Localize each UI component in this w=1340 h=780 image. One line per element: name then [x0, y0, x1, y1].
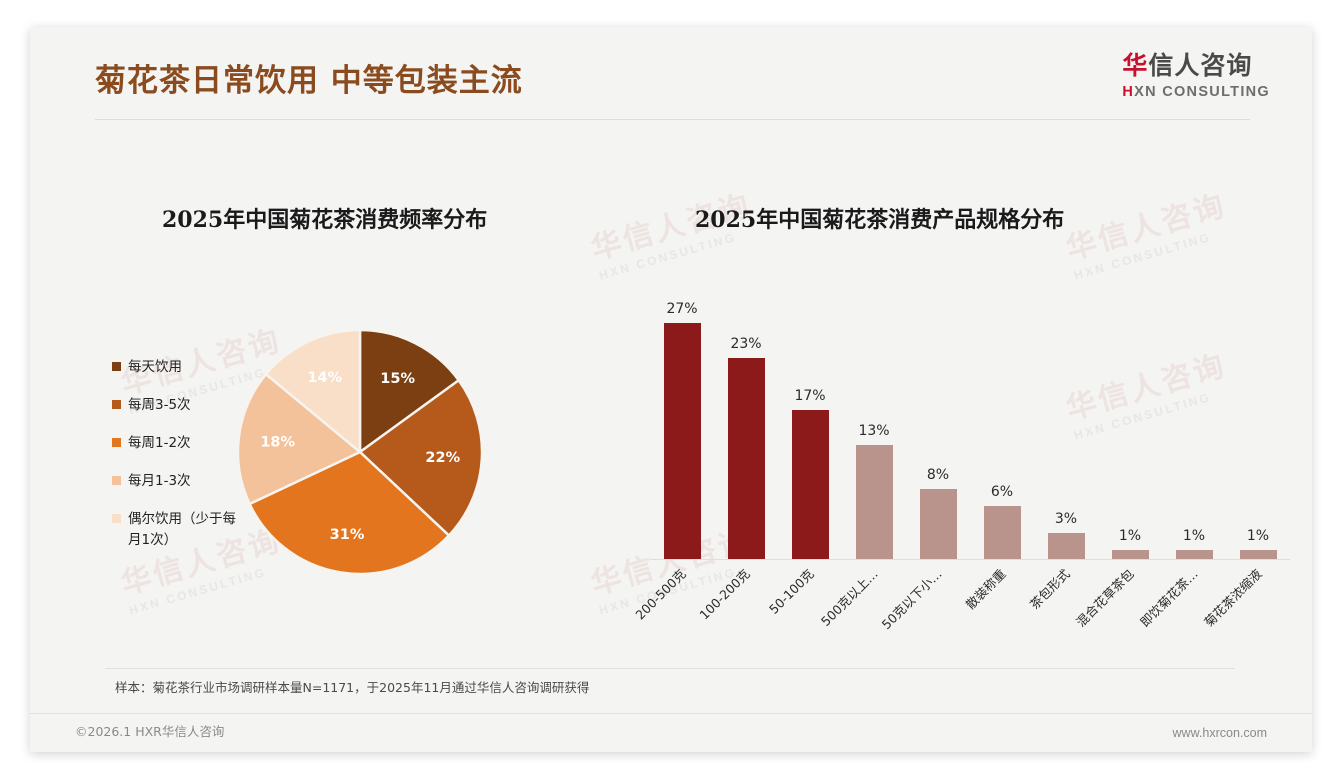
bar-value-label: 1% — [1246, 528, 1270, 545]
bar-item[interactable]: 13% — [842, 269, 906, 559]
pie-slice[interactable] — [236, 372, 363, 506]
pie-legend-label: 每周1-2次 — [128, 434, 191, 451]
pie-legend-label: 每周3-5次 — [128, 396, 191, 413]
legend-swatch-icon — [112, 399, 121, 409]
bar-rect[interactable] — [663, 322, 701, 559]
pie-slice-label: 14% — [307, 370, 342, 386]
bar-value-label: 1% — [1118, 528, 1142, 545]
bar-value-label: 27% — [666, 300, 698, 317]
bar-rect[interactable] — [1111, 550, 1149, 559]
slide-canvas: 华信人咨询 HXN CONSULTING 华信人咨询 HXN CONSULTIN… — [30, 27, 1312, 752]
footer-website[interactable]: www.hxrcon.com — [1172, 726, 1267, 740]
pie-chart: 15% 22% 31% 18% 14% — [235, 327, 485, 577]
logo-english: HXN CONSULTING — [1122, 84, 1270, 100]
bar-value-label: 3% — [1054, 510, 1078, 527]
x-axis-label: 散装称重 — [962, 566, 1009, 613]
x-axis-label: 混合花草茶包 — [1073, 566, 1137, 630]
footnote-divider — [105, 668, 1235, 669]
x-axis-label: 菊花茶浓缩液 — [1201, 566, 1265, 630]
bar-item[interactable]: 1% — [1226, 269, 1290, 559]
company-logo: 华信人咨询 HXN CONSULTING — [1122, 51, 1270, 100]
bar-value-label: 13% — [858, 423, 890, 440]
legend-swatch-icon — [112, 362, 121, 371]
x-axis-label: 50-100克 — [765, 566, 817, 617]
pie-legend-item[interactable]: 偶尔饮用（少于每月1次） — [112, 509, 247, 551]
logo-chinese: 华信人咨询 — [1122, 51, 1270, 81]
bar-chart-panel: 2025年中国菊花茶消费产品规格分布 27% 23% 17% 13% 8% 6% 3% 1% 1… — [632, 192, 1290, 652]
footer-divider — [30, 713, 1312, 714]
pie-slice[interactable] — [358, 328, 461, 455]
bar-baseline-axis — [650, 559, 1290, 560]
bar-value-label: 17% — [794, 388, 826, 405]
pie-legend: 每天饮用每周3-5次 每周1-2次 每月1-3次偶尔饮用（少于每月1次） — [112, 357, 247, 568]
logo-english-mark: H — [1122, 83, 1135, 100]
bar-item[interactable]: 1% — [1162, 269, 1226, 559]
bar-item[interactable]: 27% — [650, 269, 714, 559]
pie-slice[interactable] — [358, 378, 484, 538]
x-axis-label: 即饮菊花茶… — [1137, 566, 1201, 630]
bar-value-label: 8% — [926, 466, 950, 483]
bar-rect[interactable] — [919, 488, 957, 559]
bar-item[interactable]: 8% — [906, 269, 970, 559]
footnote: 样本：菊花茶行业市场调研样本量N=1171，于2025年11月通过华信人咨询调研… — [115, 680, 590, 695]
bar-rect[interactable] — [983, 506, 1021, 559]
bar-chart-title: 2025年中国菊花茶消费产品规格分布 — [695, 207, 1065, 233]
bar-rect[interactable] — [1175, 550, 1213, 559]
pie-legend-label: 每月1-3次 — [128, 472, 191, 489]
bar-item[interactable]: 1% — [1098, 269, 1162, 559]
bar-rect[interactable] — [855, 445, 893, 559]
pie-legend-item[interactable]: 每周3-5次 — [112, 395, 247, 416]
x-axis-label: 茶包形式 — [1026, 566, 1073, 613]
page-title: 菊花茶日常饮用 中等包装主流 — [95, 63, 523, 99]
logo-chinese-red: 华 — [1122, 51, 1149, 80]
bar-item[interactable]: 17% — [778, 269, 842, 559]
x-axis-label: 50克以下小… — [878, 566, 945, 633]
bar-item[interactable]: 23% — [714, 269, 778, 559]
pie-chart-panel: 2025年中国菊花茶消费频率分布 每天饮用每周3-5次 每周1-2次 每月1-3次偶… — [90, 192, 650, 612]
bar-value-label: 1% — [1182, 528, 1206, 545]
pie-chart-title: 2025年中国菊花茶消费频率分布 — [162, 207, 488, 233]
bar-rect[interactable] — [1239, 550, 1277, 559]
bar-series: 27% 23% 17% 13% 8% 6% 3% 1% 1% 1% — [650, 269, 1290, 559]
legend-swatch-icon — [112, 437, 121, 447]
bar-plot-area: 27% 23% 17% 13% 8% 6% 3% 1% 1% 1% — [650, 260, 1290, 560]
bar-x-axis: 200-500克 100-200克 50-100克 500克以上… 50克以下小… 散装称… — [632, 564, 1290, 674]
header-divider — [95, 119, 1250, 120]
bar-value-label: 6% — [990, 484, 1014, 501]
x-axis-label: 100-200克 — [696, 566, 753, 623]
bar-value-label: 23% — [730, 335, 762, 352]
pie-slice-label: 22% — [425, 450, 460, 466]
footer-copyright: ©2026.1 HXR华信人咨询 — [75, 724, 225, 739]
pie-slice[interactable] — [247, 450, 451, 576]
legend-swatch-icon — [112, 513, 121, 523]
x-axis-label: 500克以上… — [817, 566, 881, 629]
bar-rect[interactable] — [1047, 532, 1085, 559]
pie-chart-svg: 15% 22% 31% 18% 14% — [236, 328, 484, 576]
pie-legend-item[interactable]: 每天饮用 — [112, 357, 247, 378]
logo-english-rest: XN CONSULTING — [1134, 83, 1270, 100]
pie-legend-item[interactable]: 每月1-3次 — [112, 471, 247, 492]
bar-item[interactable]: 6% — [970, 269, 1034, 559]
bar-rect[interactable] — [727, 357, 765, 559]
pie-slice-label: 18% — [260, 435, 295, 451]
bar-rect[interactable] — [791, 410, 829, 559]
slide-header: 菊花茶日常饮用 中等包装主流 华信人咨询 HXN CONSULTING — [30, 27, 1312, 123]
logo-chinese-rest: 信人咨询 — [1148, 51, 1253, 80]
pie-legend-item[interactable]: 每周1-2次 — [112, 433, 247, 454]
pie-slice-label: 31% — [330, 527, 365, 543]
pie-legend-label: 每天饮用 — [128, 359, 182, 375]
pie-legend-label: 偶尔饮用（少于每月1次） — [128, 510, 236, 548]
pie-slice[interactable] — [264, 328, 362, 455]
pie-slice-label: 15% — [380, 371, 415, 387]
legend-swatch-icon — [112, 475, 121, 485]
bar-item[interactable]: 3% — [1034, 269, 1098, 559]
